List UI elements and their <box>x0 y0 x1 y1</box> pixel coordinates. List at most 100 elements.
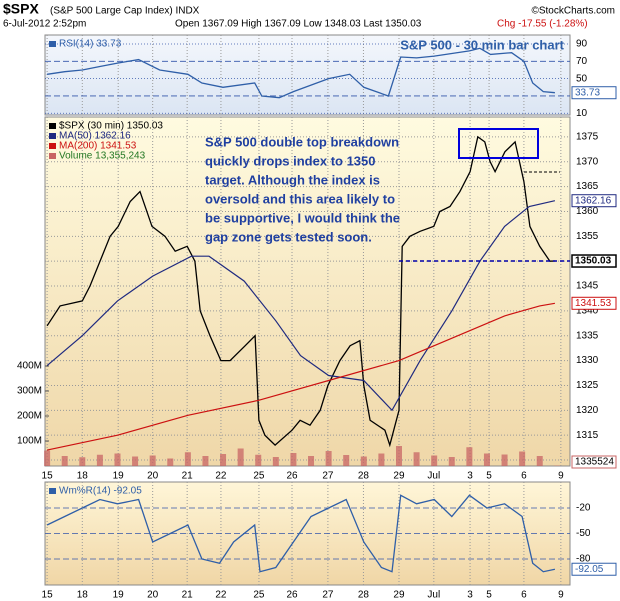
legend-label: Wm%R(14) -92.05 <box>59 486 142 497</box>
x-tick-label: 21 <box>182 590 194 601</box>
legend-swatch <box>49 488 56 494</box>
legend-swatch <box>49 143 56 149</box>
series-line <box>46 302 556 451</box>
y-tick-label: 1360 <box>576 206 599 217</box>
legend-swatch <box>49 153 56 159</box>
last-value-tag <box>571 254 617 268</box>
x-tick-label: 19 <box>113 590 125 601</box>
y-tick-label: -20 <box>576 503 591 514</box>
y-tick-label: 1355 <box>576 231 599 242</box>
volume-bar <box>325 451 332 466</box>
change: Chg -17.55 (-1.28%) <box>497 19 588 30</box>
x-tick-label: 25 <box>253 590 265 601</box>
y-tick-label: 1315 <box>576 430 599 441</box>
y-tick-label: 1340 <box>576 306 599 317</box>
last-value-label: -92.05 <box>575 564 604 575</box>
volume-bar <box>255 454 262 466</box>
x-tick-label: 5 <box>486 590 492 601</box>
x-tick-label: 26 <box>286 590 298 601</box>
volume-bar <box>237 448 244 466</box>
x-tick-label: 15 <box>42 590 54 601</box>
volume-bar <box>360 456 367 466</box>
last-value-tag <box>571 296 617 310</box>
x-tick-label: 9 <box>558 471 564 482</box>
last-value-label: 1350.03 <box>575 256 612 267</box>
volume-bar <box>519 451 526 466</box>
x-tick-label: 20 <box>147 590 159 601</box>
legend-swatch <box>49 41 56 47</box>
x-tick-label: 25 <box>253 471 265 482</box>
last-value-label: 1341.53 <box>575 298 612 309</box>
x-tick-label: Jul <box>427 471 440 482</box>
series-line <box>46 200 556 412</box>
volume-bar <box>220 454 227 466</box>
x-tick-label: 29 <box>393 471 405 482</box>
legend-swatch <box>49 123 56 129</box>
legend-label: RSI(14) 33.73 <box>59 39 122 50</box>
annotation: target. Although the index is <box>205 172 380 187</box>
x-tick-label: 19 <box>113 471 125 482</box>
panel-background <box>44 34 571 116</box>
x-tick-label: 3 <box>467 590 473 601</box>
y2-tick-label: 300M <box>17 386 42 397</box>
x-tick-label: 28 <box>358 471 370 482</box>
x-tick-label: 6 <box>521 590 527 601</box>
legend-label: MA(200) 1341.53 <box>59 141 137 152</box>
y-tick-label: 1375 <box>576 132 599 143</box>
annotation: gap zone gets tested soon. <box>205 229 372 244</box>
x-tick-label: 21 <box>182 471 194 482</box>
annotation: be supportive, I would think the <box>205 210 400 225</box>
y-tick-label: 1325 <box>576 380 599 391</box>
x-tick-label: 9 <box>558 590 564 601</box>
last-value-tag <box>571 562 617 576</box>
volume-bar <box>184 452 191 466</box>
volume-bar <box>448 457 455 466</box>
x-tick-label: 29 <box>393 590 405 601</box>
y-tick-label: 90 <box>576 39 588 50</box>
annotation: quickly drops index to 1350 <box>205 153 376 168</box>
panel-background <box>44 116 571 467</box>
volume-bar <box>343 455 350 466</box>
y-tick-label: 70 <box>576 56 588 67</box>
volume-bar <box>149 455 156 466</box>
legend-label: MA(50) 1362.16 <box>59 131 131 142</box>
volume-bar <box>272 457 279 466</box>
volume-bar <box>202 456 209 466</box>
ohlc: Open 1367.09 High 1367.09 Low 1348.03 La… <box>175 19 422 30</box>
x-tick-label: 6 <box>521 471 527 482</box>
volume-bar <box>290 453 297 466</box>
x-tick-label: 27 <box>322 590 334 601</box>
x-tick-label: 15 <box>42 471 54 482</box>
volume-bar <box>431 455 438 466</box>
x-tick-label: 5 <box>486 471 492 482</box>
date: 6-Jul-2012 2:52pm <box>3 19 86 30</box>
last-value-tag <box>571 86 617 100</box>
y-tick-label: 1320 <box>576 405 599 416</box>
series-line <box>47 47 555 99</box>
volume-bar <box>501 454 508 466</box>
volume-bar <box>483 453 490 466</box>
symbol: $SPX <box>3 1 39 17</box>
series-line <box>46 494 556 573</box>
x-tick-label: 18 <box>77 471 89 482</box>
last-value-label: 1335524 <box>575 457 614 468</box>
source: ©StockCharts.com <box>531 6 615 17</box>
x-tick-label: 22 <box>215 590 227 601</box>
x-tick-label: 20 <box>147 471 159 482</box>
volume-bar <box>536 456 543 466</box>
y-tick-label: 50 <box>576 73 588 84</box>
y-tick-label: 1370 <box>576 156 599 167</box>
x-tick-label: Jul <box>427 590 440 601</box>
last-value-tag <box>571 455 617 469</box>
y2-tick-label: 400M <box>17 361 42 372</box>
volume-bar <box>378 453 385 466</box>
symbol-name: (S&P 500 Large Cap Index) INDX <box>50 6 200 17</box>
volume-bar <box>44 450 51 466</box>
y2-tick-label: 100M <box>17 436 42 447</box>
chart-title: S&P 500 - 30 min bar chart <box>400 37 564 52</box>
last-value-tag <box>571 194 617 208</box>
volume-bar <box>96 454 103 466</box>
series-line <box>46 135 555 448</box>
volume-bar <box>114 453 121 466</box>
y2-tick-label: 200M <box>17 411 42 422</box>
